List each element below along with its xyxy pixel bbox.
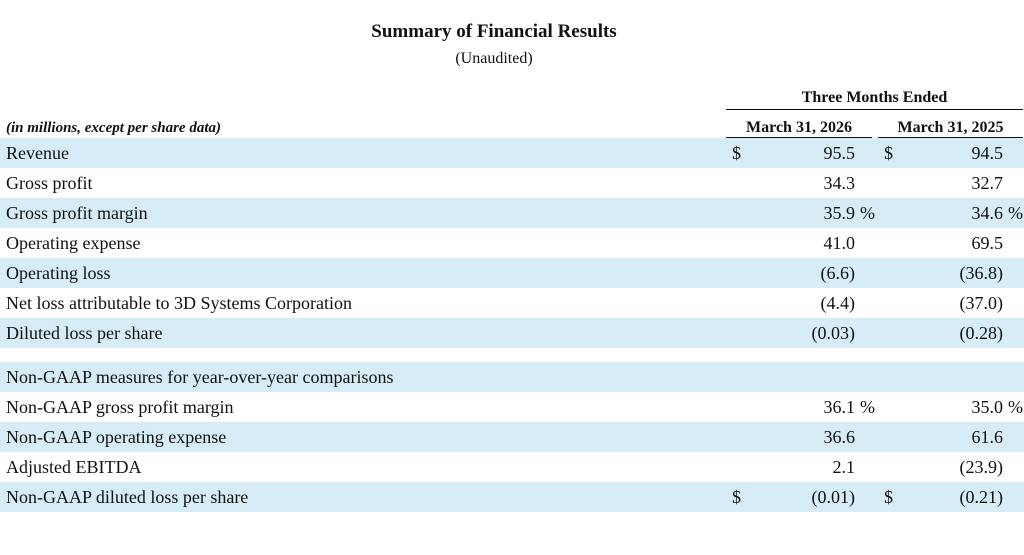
- table-row-revenue: Revenue $ 95.5 $ 94.5: [0, 138, 1024, 168]
- currency-symbol: $: [884, 143, 893, 163]
- value-2025: (0.21): [959, 487, 1004, 507]
- value-2025: 34.6: [971, 203, 1004, 223]
- row-label: Gross profit: [6, 173, 93, 193]
- row-label: Non-GAAP operating expense: [6, 427, 227, 447]
- percent-sign: %: [860, 203, 875, 223]
- column-header-2025: March 31, 2025: [897, 119, 1004, 136]
- percent-sign: %: [1008, 397, 1023, 417]
- row-label: Net loss attributable to 3D Systems Corp…: [6, 293, 352, 313]
- table-row-gross-profit: Gross profit 34.3 32.7: [0, 168, 1024, 198]
- table-row-non-gaap-diluted-loss-per-share: Non-GAAP diluted loss per share $ (0.01)…: [0, 482, 1024, 512]
- column-rule-2025: [878, 137, 1023, 138]
- table-row-net-loss: Net loss attributable to 3D Systems Corp…: [0, 288, 1024, 318]
- value-2026: 41.0: [823, 233, 856, 253]
- column-header-2026: March 31, 2026: [746, 119, 852, 136]
- section-label: Non-GAAP measures for year-over-year com…: [6, 367, 394, 387]
- value-2025: 94.5: [971, 143, 1004, 163]
- value-2025: 35.0: [971, 397, 1004, 417]
- value-2026: 36.6: [823, 427, 856, 447]
- value-2025: (23.9): [959, 457, 1004, 477]
- value-2026: (0.01): [811, 487, 856, 507]
- table-row-operating-loss: Operating loss (6.6) (36.8): [0, 258, 1024, 288]
- row-label: Revenue: [6, 143, 69, 163]
- table-spacer: [0, 348, 1024, 362]
- row-label: Adjusted EBITDA: [6, 457, 142, 477]
- value-2026: 34.3: [823, 173, 856, 193]
- value-2026: (0.03): [811, 323, 856, 343]
- table-row-adjusted-ebitda: Adjusted EBITDA 2.1 (23.9): [0, 452, 1024, 482]
- currency-symbol: $: [732, 487, 741, 507]
- percent-sign: %: [1008, 203, 1023, 223]
- value-2026: 35.9: [823, 203, 856, 223]
- units-note: (in millions, except per share data): [6, 120, 221, 136]
- row-label: Non-GAAP gross profit margin: [6, 397, 234, 417]
- column-rule-2026: [726, 137, 872, 138]
- value-2025: 61.6: [971, 427, 1004, 447]
- value-2025: (37.0): [959, 293, 1004, 313]
- period-header: Three Months Ended: [801, 89, 948, 106]
- row-label: Non-GAAP diluted loss per share: [6, 487, 249, 507]
- row-label: Operating expense: [6, 233, 141, 253]
- value-2026: 2.1: [832, 457, 856, 477]
- value-2025: 32.7: [971, 173, 1004, 193]
- value-2025: (0.28): [959, 323, 1004, 343]
- currency-symbol: $: [732, 143, 741, 163]
- value-2026: (4.4): [820, 293, 856, 313]
- financial-results-table: Revenue $ 95.5 $ 94.5 Gross profit 34.3 …: [0, 138, 1024, 512]
- table-row-non-gaap-gross-profit-margin: Non-GAAP gross profit margin 36.1 % 35.0…: [0, 392, 1024, 422]
- table-row-operating-expense: Operating expense 41.0 69.5: [0, 228, 1024, 258]
- row-label: Operating loss: [6, 263, 111, 283]
- currency-symbol: $: [884, 487, 893, 507]
- value-2026: 95.5: [823, 143, 856, 163]
- value-2025: 69.5: [971, 233, 1004, 253]
- table-row-diluted-loss-per-share: Diluted loss per share (0.03) (0.28): [0, 318, 1024, 348]
- row-label: Gross profit margin: [6, 203, 148, 223]
- percent-sign: %: [860, 397, 875, 417]
- table-row-non-gaap-operating-expense: Non-GAAP operating expense 36.6 61.6: [0, 422, 1024, 452]
- period-rule: [726, 109, 1023, 110]
- value-2026: (6.6): [820, 263, 856, 283]
- table-row-gross-profit-margin: Gross profit margin 35.9 % 34.6 %: [0, 198, 1024, 228]
- value-2026: 36.1: [823, 397, 856, 417]
- row-label: Diluted loss per share: [6, 323, 163, 343]
- table-row-non-gaap-section: Non-GAAP measures for year-over-year com…: [0, 362, 1024, 392]
- value-2025: (36.8): [959, 263, 1004, 283]
- page-subtitle: (Unaudited): [455, 50, 533, 67]
- page-title: Summary of Financial Results: [371, 21, 617, 42]
